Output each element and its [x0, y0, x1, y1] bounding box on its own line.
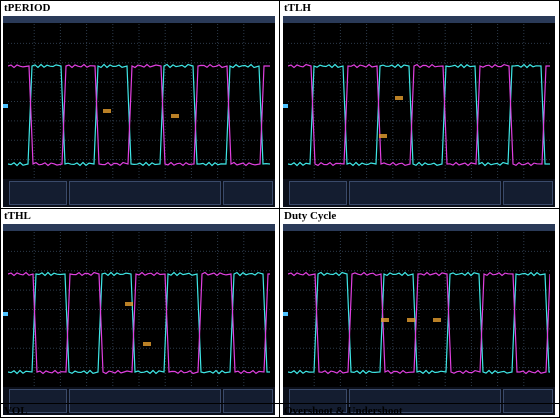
panel-overshoot-undershoot: Overshoot & Undershoot: [281, 404, 560, 418]
measure-cursor: [381, 318, 389, 322]
channel-settings-box: [9, 181, 67, 205]
oscilloscope-screenshot: [3, 16, 275, 207]
ch1-waveform: [8, 63, 270, 167]
waveform-plot: [288, 232, 550, 387]
scope-status-bar: [283, 16, 555, 23]
ch2-waveform: [8, 63, 270, 167]
panel-tperiod: tPERIOD: [1, 1, 280, 209]
table-border-row3: [0, 403, 560, 404]
ch1-level-marker: [3, 104, 8, 108]
oscilloscope-screenshot: [283, 224, 555, 415]
channel-settings-box: [9, 389, 67, 413]
ch2-waveform: [288, 271, 550, 375]
ch1-level-marker: [283, 104, 288, 108]
panel-title: tTHL: [4, 210, 31, 222]
ch1-level-marker: [3, 312, 8, 316]
table-border-center: [279, 0, 280, 418]
measure-cursor: [103, 109, 111, 113]
ch1-level-marker: [283, 312, 288, 316]
timebase-box: [503, 389, 553, 413]
panel-tthl: tTHL: [1, 209, 280, 417]
panel-title: VOL: [4, 405, 28, 417]
panel-ttlh: tTLH: [281, 1, 560, 209]
channel-settings-box: [289, 389, 347, 413]
scope-status-bar: [3, 16, 275, 23]
ch1-waveform: [288, 63, 550, 167]
timebase-box: [503, 181, 553, 205]
measurement-results-box: [349, 181, 501, 205]
measurement-bar: [283, 387, 555, 415]
panel-title: Duty Cycle: [284, 210, 337, 222]
waveform-plot: [8, 232, 270, 387]
panel-title: Overshoot & Undershoot: [284, 405, 403, 417]
panel-title: tTLH: [284, 2, 311, 14]
timebase-box: [223, 389, 273, 413]
measurement-results-box: [349, 389, 501, 413]
measurement-results-box: [69, 389, 221, 413]
table-border-left: [0, 0, 1, 418]
measurement-results-box: [69, 181, 221, 205]
measure-cursor: [395, 96, 403, 100]
scope-status-bar: [283, 224, 555, 231]
scope-status-bar: [3, 224, 275, 231]
ch1-waveform: [288, 271, 550, 375]
measurement-bar: [3, 179, 275, 207]
panel-duty-cycle: Duty Cycle: [281, 209, 560, 417]
table-border-mid1: [0, 208, 560, 209]
panel-vol: VOL: [1, 404, 280, 418]
measurement-bar: [283, 179, 555, 207]
table-border-top: [0, 0, 560, 1]
measure-cursor: [407, 318, 415, 322]
measure-cursor: [171, 114, 179, 118]
measure-cursor: [379, 134, 387, 138]
oscilloscope-screenshot: [283, 16, 555, 207]
measure-cursor: [433, 318, 441, 322]
timebase-box: [223, 181, 273, 205]
ch2-waveform: [8, 271, 270, 375]
oscilloscope-screenshot: [3, 224, 275, 415]
measurement-bar: [3, 387, 275, 415]
ch2-waveform: [288, 63, 550, 167]
channel-settings-box: [289, 181, 347, 205]
measure-cursor: [143, 342, 151, 346]
waveform-plot: [8, 24, 270, 179]
measure-cursor: [125, 302, 133, 306]
waveform-plot: [288, 24, 550, 179]
panel-title: tPERIOD: [4, 2, 51, 14]
ch1-waveform: [8, 271, 270, 375]
